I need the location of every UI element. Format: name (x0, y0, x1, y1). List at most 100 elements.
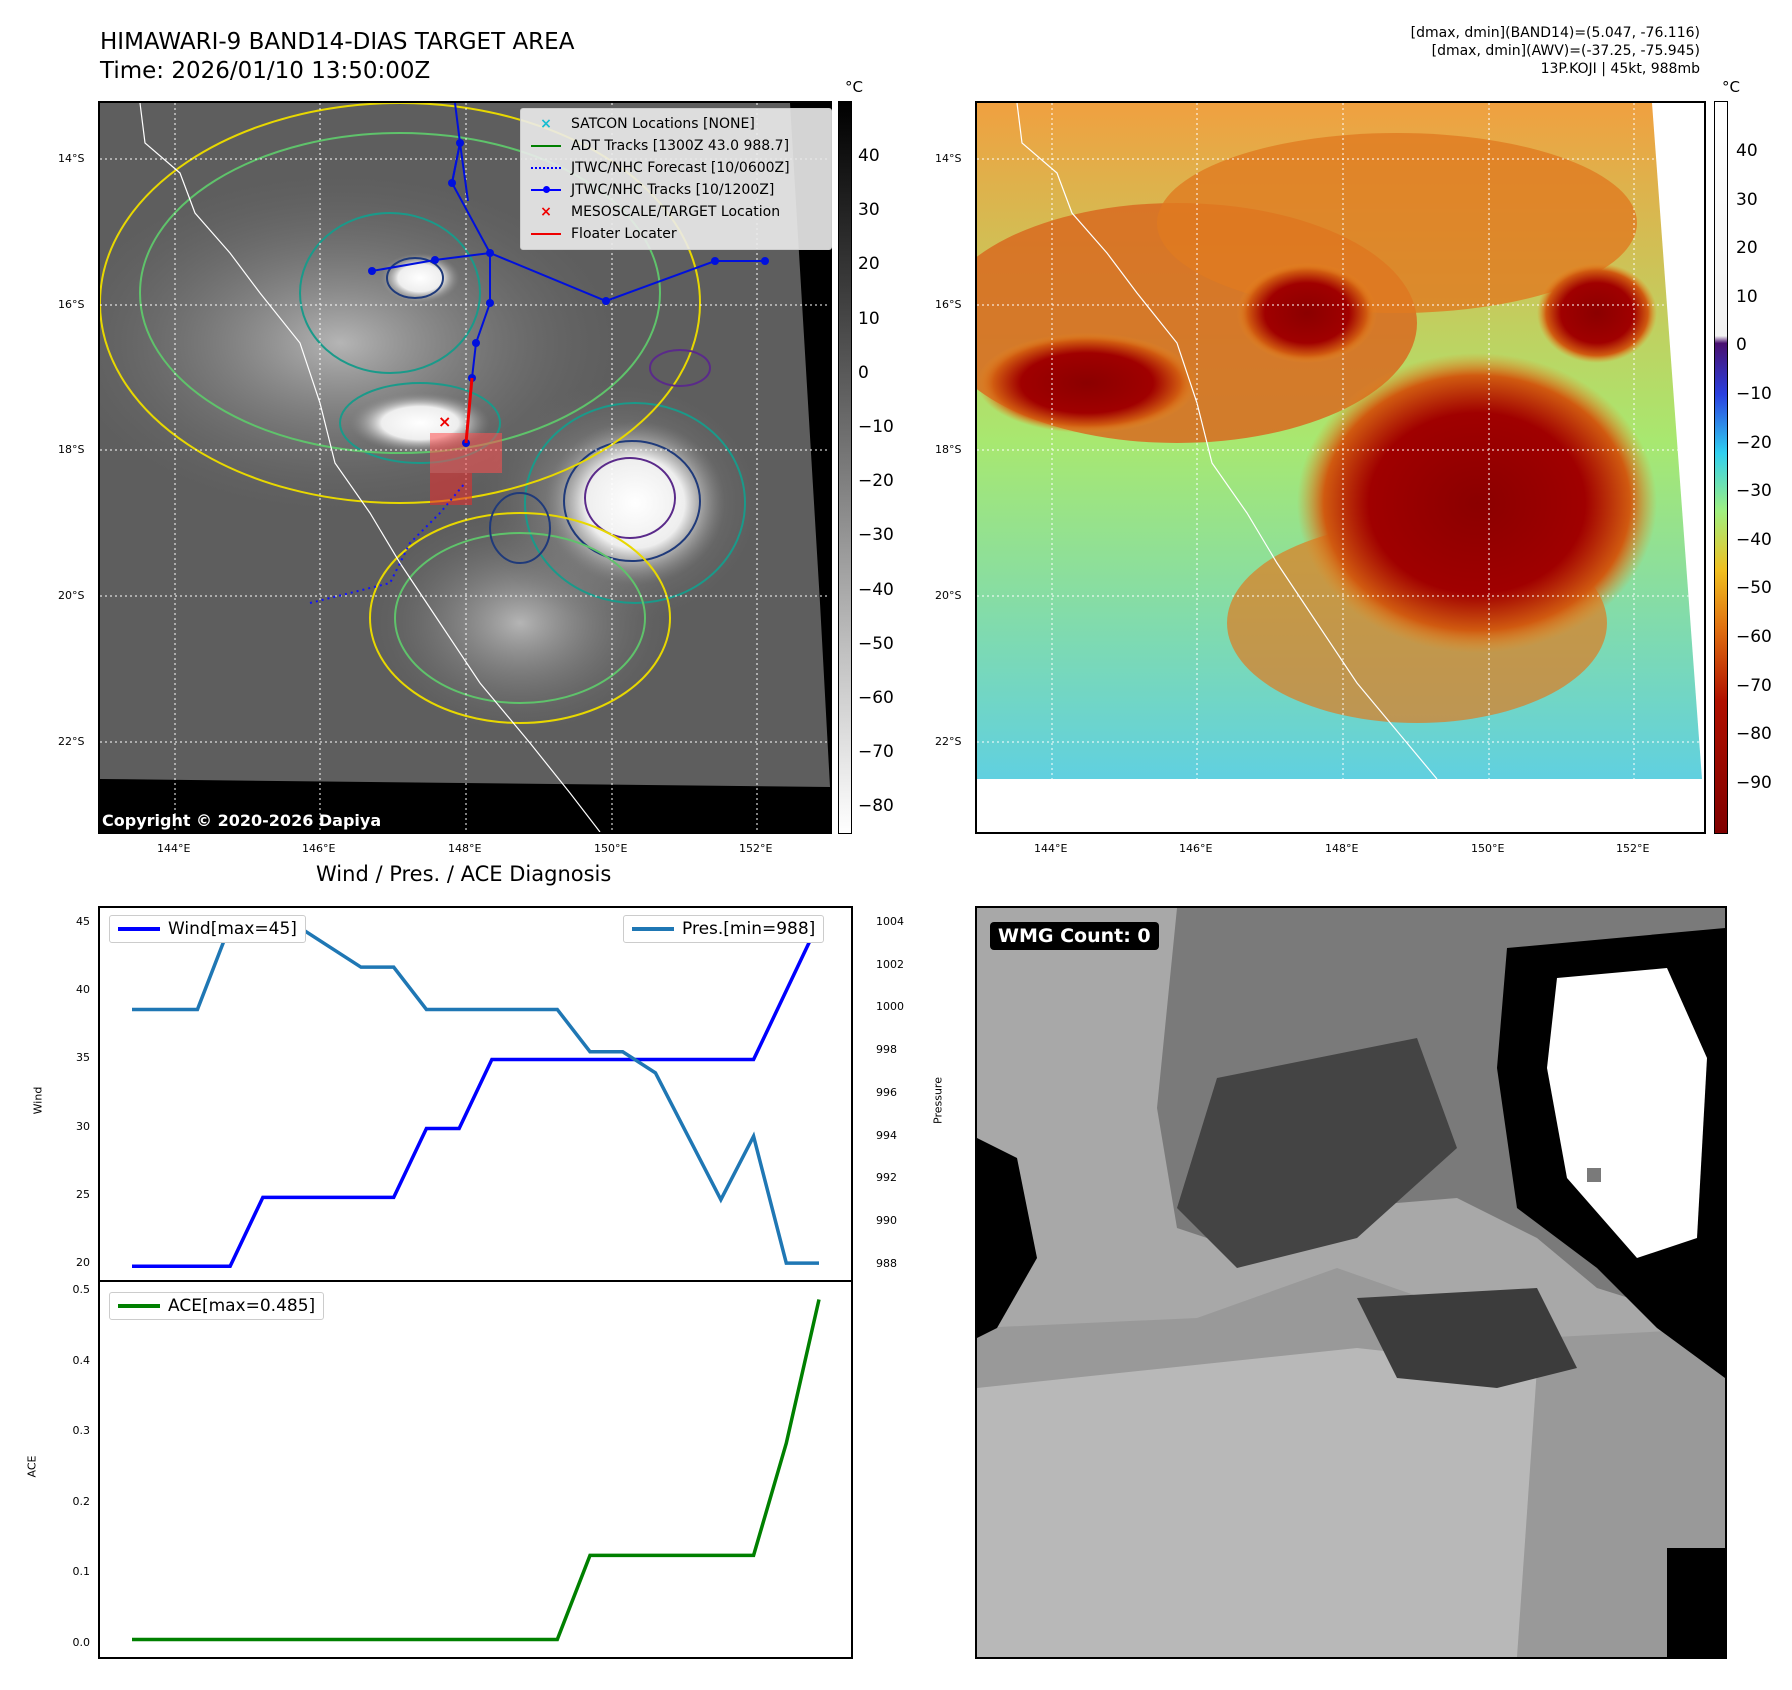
coastline (139, 103, 601, 832)
lat-label-right-14: 14°S (935, 152, 962, 165)
legend-label-mesoscale: MESOSCALE/TARGET Location (571, 204, 781, 220)
awv-core-east (1537, 263, 1657, 363)
colorbar-right-tick: −60 (1736, 627, 1772, 647)
info-line1: [dmax, dmin](BAND14)=(5.047, -76.116) (1410, 25, 1700, 41)
red-line-icon (529, 226, 563, 242)
legend-item-tracks: JTWC/NHC Tracks [10/1200Z] (529, 179, 823, 201)
wmg-black-se (1667, 1548, 1725, 1657)
pres-axis-tick: 998 (876, 1043, 897, 1057)
colorbar-right-tick: −40 (1736, 529, 1772, 550)
ace-axis-tick: 0.4 (72, 1353, 91, 1367)
colorbar-left-tick: −60 (858, 688, 894, 708)
copyright-text: Copyright © 2020-2026 Dapiya (102, 811, 381, 830)
wind-axis-tick: 45 (76, 915, 90, 928)
contour-teal-west (339, 382, 501, 464)
pres-axis-tick: 990 (876, 1213, 897, 1227)
pres-legend-label: Pres.[min=988] (682, 919, 816, 939)
wmg-white-core (1547, 968, 1707, 1258)
lon-label-left-146: 146°E (302, 842, 336, 855)
colorbar-left-unit: °C (845, 78, 863, 96)
track-points (368, 139, 769, 447)
wind-axis-tick: 35 (76, 1051, 90, 1065)
wmg-black-west (977, 1138, 1037, 1338)
wmg-svg (977, 908, 1725, 1657)
colorbar-left-tick: −10 (858, 417, 894, 437)
awv-gridlines (977, 103, 1704, 779)
pres-legend: Pres.[min=988] (623, 915, 825, 943)
colorbar-left-tick: −50 (858, 633, 894, 654)
contour-teal-main (524, 402, 746, 604)
ir-map-svg: × Copyright © 2020-2026 Dapiya (100, 103, 830, 832)
lat-label-right-18: 18°S (935, 443, 962, 456)
legend-label-forecast: JTWC/NHC Forecast [10/0600Z] (571, 160, 790, 176)
colorbar-left-tick: −80 (858, 796, 894, 817)
lon-label-left-148: 148°E (448, 842, 482, 855)
contour-green-south (394, 532, 646, 704)
colorbar-right-tick: 30 (1736, 189, 1758, 210)
colorbar-right-tick: 40 (1736, 141, 1758, 161)
pres-axis-tick: 996 (876, 1085, 897, 1099)
ace-axis-tick: 0.0 (72, 1635, 91, 1649)
pres-axis-label: Pressure (931, 1077, 945, 1124)
ace-legend-label: ACE[max=0.485] (168, 1296, 316, 1316)
lon-label-left-144: 144°E (157, 842, 191, 855)
colorbar-right-tick: 10 (1736, 286, 1758, 307)
lat-label-left-22: 22°S (58, 735, 85, 748)
legend-label-satcon: SATCON Locations [NONE] (571, 116, 755, 132)
ace-axis-tick: 0.5 (72, 1283, 91, 1296)
mesoscale-target-marker: × (438, 412, 451, 431)
colorbar-left-tick: 0 (858, 362, 869, 383)
colorbar-left-tick: −30 (858, 525, 894, 546)
lon-label-right-144: 144°E (1034, 842, 1068, 855)
map-title-line1: HIMAWARI-9 BAND14-DIAS TARGET AREA (100, 29, 575, 55)
colorbar-right-tick: −20 (1736, 432, 1772, 453)
forecast-track (309, 482, 466, 604)
colorbar-left (838, 101, 852, 834)
x-marker-cyan-icon: × (540, 116, 552, 132)
info-line3: 13P.KOJI | 45kt, 988mb (1540, 61, 1700, 77)
contour-yellow-outer (100, 103, 701, 504)
colorbar-left-tick: 20 (858, 254, 880, 275)
wind-axis-tick: 20 (76, 1256, 90, 1269)
colorbar-right-tick: −70 (1736, 675, 1772, 696)
wmg-panel (975, 906, 1727, 1659)
lat-label-left-20: 20°S (58, 589, 85, 602)
pres-axis-tick: 994 (876, 1128, 897, 1142)
wind-legend: Wind[max=45] (109, 915, 306, 943)
blue-dotted-line-icon (529, 160, 563, 176)
colorbar-left-tick: −20 (858, 471, 894, 492)
info-line2: [dmax, dmin](AWV)=(-37.25, -75.945) (1431, 43, 1700, 59)
lat-label-left-14: 14°S (58, 152, 85, 165)
diagnosis-title: Wind / Pres. / ACE Diagnosis (316, 862, 612, 886)
wmg-count-badge: WMG Count: 0 (990, 922, 1159, 950)
lat-label-right-20: 20°S (935, 589, 962, 602)
colorbar-right-tick: −90 (1736, 772, 1772, 793)
wind-pres-svg (132, 921, 821, 1268)
colorbar-right-tick: −50 (1736, 578, 1772, 599)
colorbar-right-unit: °C (1722, 78, 1740, 96)
ace-axis-tick: 0.1 (72, 1565, 91, 1578)
pres-axis-tick: 992 (876, 1171, 897, 1185)
ace-legend: ACE[max=0.485] (109, 1292, 325, 1320)
legend-item-mesoscale: × MESOSCALE/TARGET Location (529, 201, 823, 223)
colorbar-left-tick: 10 (858, 308, 880, 329)
lat-label-left-18: 18°S (58, 443, 85, 456)
wmg-region-dark-south (1357, 1288, 1577, 1388)
colorbar-left-tick: −40 (858, 579, 894, 600)
colorbar-right (1714, 101, 1728, 834)
pres-axis-tick: 1000 (876, 1000, 904, 1014)
ace-series-line (132, 1299, 821, 1642)
awv-core-west (977, 333, 1197, 433)
blue-dot-line-icon (529, 182, 563, 198)
ace-axis-label: ACE (25, 1455, 39, 1478)
contour-teal-north (299, 212, 481, 374)
contour-yellow-south (369, 512, 671, 724)
lon-label-left-150: 150°E (594, 842, 628, 855)
ace-svg (132, 1299, 821, 1642)
contour-green-outer (139, 132, 661, 454)
contour-navy-north (386, 257, 444, 299)
lat-label-right-16: 16°S (935, 298, 962, 311)
awv-map-svg (977, 103, 1704, 780)
map-title-line2: Time: 2026/01/10 13:50:00Z (100, 58, 431, 84)
ace-legend-line-icon (118, 1304, 160, 1308)
